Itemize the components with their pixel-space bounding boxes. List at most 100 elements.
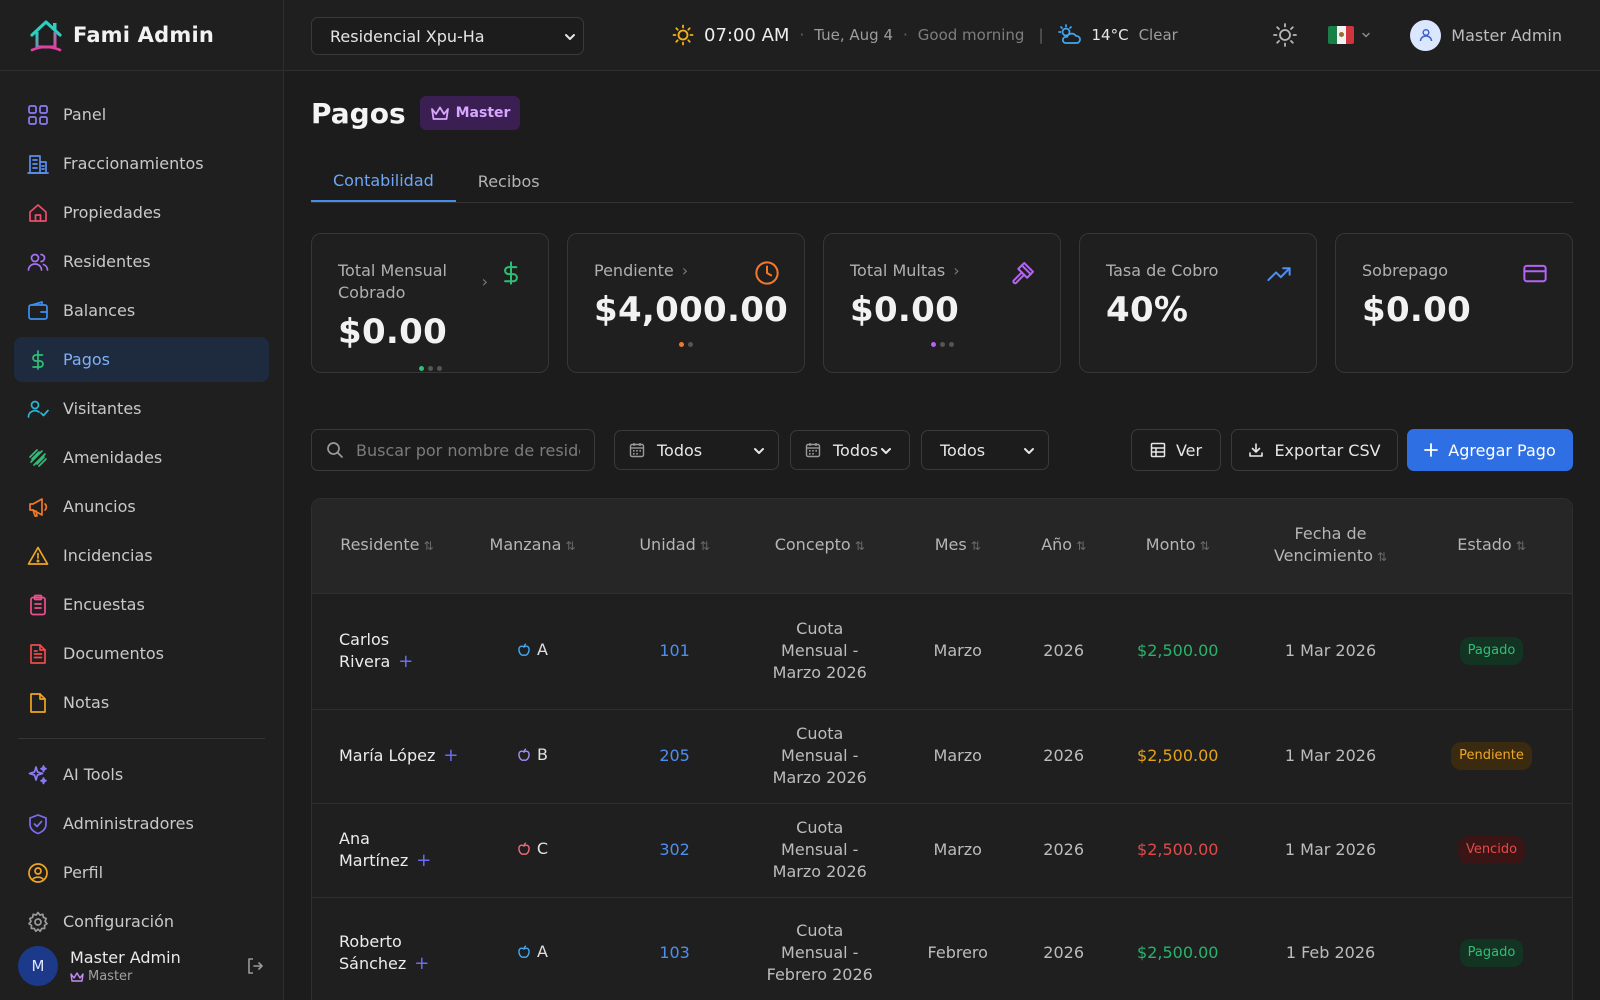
theme-toggle-sun-icon[interactable] bbox=[1272, 22, 1298, 48]
sidebar-item-encuestas[interactable]: Encuestas bbox=[14, 582, 269, 627]
sidebar-item-residentes[interactable]: Residentes bbox=[14, 239, 269, 284]
carousel-dots[interactable] bbox=[568, 342, 804, 347]
column-header-mes[interactable]: Mes ⇅ bbox=[934, 535, 981, 555]
summary-card-tasa-de-cobro: Tasa de Cobro 40% bbox=[1079, 233, 1317, 373]
column-header-residente[interactable]: Residente ⇅ bbox=[340, 535, 434, 555]
resident-cell: Roberto Sánchez + bbox=[312, 896, 462, 1000]
month-cell: Febrero bbox=[893, 896, 1022, 1000]
user-avatar-icon[interactable] bbox=[1410, 19, 1442, 51]
apple-icon bbox=[518, 945, 530, 959]
export-csv-button[interactable]: Exportar CSV bbox=[1231, 429, 1398, 471]
sidebar-item-administradores[interactable]: Administradores bbox=[14, 801, 269, 846]
topbar-user-name[interactable]: Master Admin bbox=[1451, 25, 1562, 45]
block-cell: A bbox=[461, 592, 604, 709]
search-box[interactable] bbox=[311, 429, 595, 471]
column-header-fecha-de-vencimiento[interactable]: Fecha de Vencimiento ⇅ bbox=[1273, 524, 1388, 566]
apple-icon bbox=[518, 842, 530, 855]
table-row[interactable]: Ana Martínez + C 302 Cuota Mensual - Marz… bbox=[312, 802, 1572, 897]
chevron-down-icon bbox=[881, 448, 891, 454]
tab-recibos[interactable]: Recibos bbox=[477, 172, 540, 191]
concept-cell: Cuota Mensual - Marzo 2026 bbox=[745, 708, 894, 803]
concept-cell: Cuota Mensual - Marzo 2026 bbox=[745, 802, 894, 897]
sidebar-item-amenidades[interactable]: Amenidades bbox=[14, 435, 269, 480]
unit-link[interactable]: 205 bbox=[659, 746, 690, 765]
plus-icon bbox=[1424, 443, 1439, 457]
card-value: 40% bbox=[1106, 290, 1189, 330]
view-button[interactable]: Ver bbox=[1131, 429, 1221, 471]
carousel-dots[interactable] bbox=[824, 342, 1060, 347]
sidebar-item-balances[interactable]: Balances bbox=[14, 288, 269, 333]
unit-cell: 103 bbox=[603, 896, 746, 1000]
table-row[interactable]: María López + B 205 Cuota Mensual - Marzo… bbox=[312, 708, 1572, 803]
add-plus-icon[interactable]: + bbox=[416, 850, 432, 871]
add-payment-button[interactable]: Agregar Pago bbox=[1407, 429, 1573, 471]
summary-card-pendiente[interactable]: Pendiente › $4,000.00 bbox=[567, 233, 805, 373]
apple-icon bbox=[518, 748, 530, 761]
sidebar-item-panel[interactable]: Panel bbox=[14, 92, 269, 137]
resident-name[interactable]: Ana Martínez bbox=[339, 829, 409, 870]
sidebar-item-label: Encuestas bbox=[63, 595, 145, 614]
summary-card-total-mensual-cobrado[interactable]: Total Mensual Cobrado › $0.00 bbox=[311, 233, 549, 373]
logout-icon[interactable] bbox=[245, 956, 265, 976]
due-date-cell: 1 Mar 2026 bbox=[1250, 708, 1411, 803]
summary-card-total-multas[interactable]: Total Multas › $0.00 bbox=[823, 233, 1061, 373]
add-plus-icon[interactable]: + bbox=[443, 745, 459, 766]
resident-cell: Carlos Rivera + bbox=[312, 592, 462, 709]
avatar[interactable]: M bbox=[18, 946, 58, 986]
mexico-flag-icon[interactable] bbox=[1328, 26, 1355, 44]
column-header-ano[interactable]: Año ⇅ bbox=[1041, 535, 1087, 555]
sidebar-item-ai-tools[interactable]: AI Tools bbox=[14, 752, 269, 797]
dollar-icon bbox=[504, 261, 518, 285]
user-check-icon bbox=[27, 400, 49, 418]
unit-link[interactable]: 302 bbox=[659, 840, 690, 859]
sidebar-item-label: Notas bbox=[63, 693, 110, 712]
sidebar-item-pagos[interactable]: Pagos bbox=[14, 337, 269, 382]
sidebar-item-perfil[interactable]: Perfil bbox=[14, 850, 269, 895]
brand[interactable]: Fami Admin bbox=[0, 0, 283, 71]
sidebar-item-notas[interactable]: Notas bbox=[14, 680, 269, 725]
search-input[interactable] bbox=[356, 440, 580, 460]
sidebar-item-incidencias[interactable]: Incidencias bbox=[14, 533, 269, 578]
sidebar-item-label: Fraccionamientos bbox=[63, 154, 204, 173]
year-filter[interactable]: Todos bbox=[790, 430, 910, 470]
sort-icon: ⇅ bbox=[1515, 539, 1526, 554]
sort-icon: ⇅ bbox=[1076, 539, 1087, 554]
unit-cell: 101 bbox=[603, 592, 746, 709]
card-label: Total Multas › bbox=[850, 261, 960, 280]
column-header-monto[interactable]: Monto ⇅ bbox=[1145, 535, 1210, 555]
table-row[interactable]: Roberto Sánchez + A 103 Cuota Mensual - F… bbox=[312, 896, 1572, 1000]
column-header-manzana[interactable]: Manzana ⇅ bbox=[489, 535, 576, 555]
month-filter[interactable]: Todos bbox=[614, 430, 779, 470]
add-plus-icon[interactable]: + bbox=[398, 651, 414, 672]
sidebar-item-fraccionamientos[interactable]: Fraccionamientos bbox=[14, 141, 269, 186]
resident-name[interactable]: Carlos Rivera bbox=[339, 630, 391, 671]
language-chevron-down-icon[interactable] bbox=[1360, 29, 1372, 41]
amount-cell: $2,500.00 bbox=[1105, 708, 1251, 803]
sidebar-item-configuracion[interactable]: Configuración bbox=[14, 899, 269, 944]
carousel-dots[interactable] bbox=[312, 366, 548, 371]
tab-contabilidad[interactable]: Contabilidad bbox=[311, 161, 456, 202]
unit-cell: 302 bbox=[603, 802, 746, 897]
resident-name[interactable]: Roberto Sánchez bbox=[339, 932, 407, 974]
sidebar-item-visitantes[interactable]: Visitantes bbox=[14, 386, 269, 431]
table-row[interactable]: Carlos Rivera + A 101 Cuota Mensual - Mar… bbox=[312, 592, 1572, 709]
sidebar-item-anuncios[interactable]: Anuncios bbox=[14, 484, 269, 529]
column-header-unidad[interactable]: Unidad ⇅ bbox=[639, 535, 710, 555]
sidebar-item-label: Propiedades bbox=[63, 203, 162, 222]
column-header-estado[interactable]: Estado ⇅ bbox=[1457, 535, 1526, 555]
sidebar-item-label: Incidencias bbox=[63, 546, 153, 565]
add-plus-icon[interactable]: + bbox=[414, 953, 430, 975]
unit-link[interactable]: 101 bbox=[659, 641, 690, 660]
credit-card-icon bbox=[1523, 264, 1547, 283]
unit-link[interactable]: 103 bbox=[659, 943, 690, 963]
sidebar-nav: Panel Fraccionamientos Propiedades Resid… bbox=[0, 71, 283, 944]
column-header-concepto[interactable]: Concepto ⇅ bbox=[774, 535, 865, 555]
grid-icon bbox=[28, 104, 48, 125]
property-select[interactable]: Residencial Xpu-Ha bbox=[311, 17, 584, 55]
sidebar-item-propiedades[interactable]: Propiedades bbox=[14, 190, 269, 235]
sidebar-item-label: Documentos bbox=[63, 644, 165, 663]
status-filter[interactable]: Todos bbox=[921, 430, 1049, 470]
resident-name[interactable]: María López bbox=[339, 746, 436, 765]
amount-cell: $2,500.00 bbox=[1105, 592, 1251, 709]
sidebar-item-documentos[interactable]: Documentos bbox=[14, 631, 269, 676]
